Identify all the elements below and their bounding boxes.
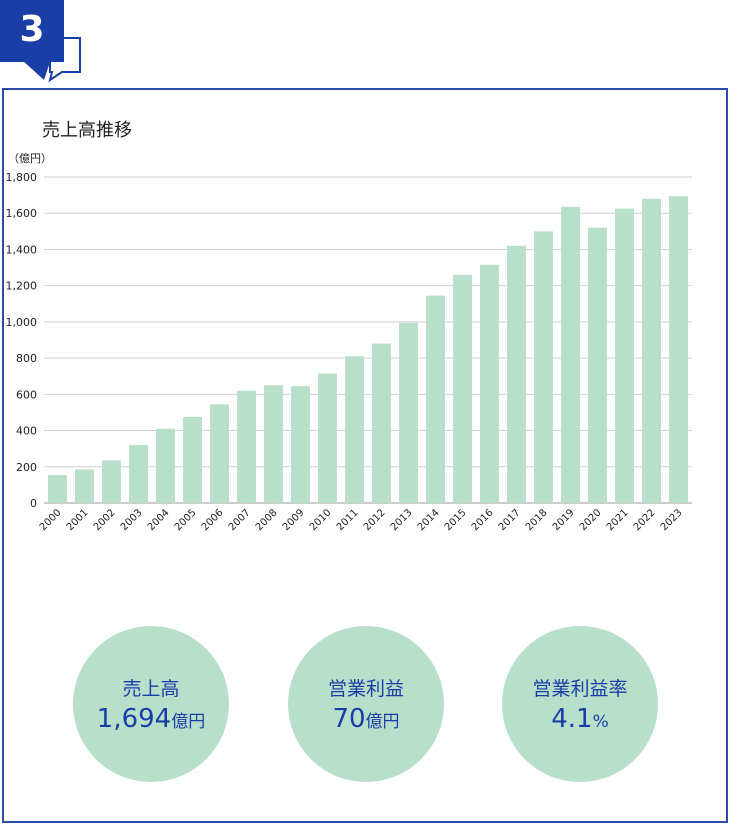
x-tick-label: 2014: [416, 507, 442, 533]
x-tick-label: 2008: [254, 507, 280, 533]
y-tick-label: 600: [16, 388, 37, 401]
x-tick-label: 2020: [578, 507, 604, 533]
summary-value: 4.1%: [551, 704, 609, 735]
bar: [372, 343, 391, 503]
y-tick-label: 200: [16, 461, 37, 474]
x-tick-label: 2002: [92, 507, 118, 533]
bar: [426, 295, 445, 503]
summary-circle-operating-margin: 営業利益率 4.1%: [502, 626, 658, 782]
x-tick-label: 2007: [227, 507, 253, 533]
bar: [453, 274, 472, 503]
bar: [669, 196, 688, 503]
x-tick-label: 2021: [605, 507, 631, 533]
summary-label: 営業利益: [327, 678, 404, 701]
summary-circle-operating-profit: 営業利益 70億円: [288, 626, 444, 782]
y-tick-label: 1,200: [6, 280, 38, 293]
summary-label: 営業利益率: [532, 678, 628, 701]
section-number-badge: 3: [0, 0, 64, 62]
x-tick-label: 2017: [497, 507, 523, 533]
bar: [534, 231, 553, 504]
x-tick-label: 2013: [389, 507, 415, 533]
x-tick-label: 2004: [146, 507, 172, 533]
summary-circle-sales: 売上高 1,694億円: [73, 626, 229, 782]
bar: [507, 245, 526, 504]
x-tick-label: 2018: [524, 507, 550, 533]
y-tick-label: 1,600: [6, 207, 38, 220]
bar: [480, 264, 499, 503]
bar: [75, 469, 94, 503]
x-tick-label: 2010: [308, 507, 334, 533]
x-tick-label: 2001: [65, 507, 91, 533]
x-tick-label: 2005: [173, 507, 199, 533]
x-tick-label: 2009: [281, 507, 307, 533]
bar: [102, 460, 121, 503]
x-tick-label: 2003: [119, 507, 145, 533]
bar: [264, 385, 283, 503]
y-tick-label: 1,400: [6, 243, 38, 256]
y-axis-unit-label: （億円）: [8, 152, 52, 165]
x-tick-label: 2012: [362, 507, 388, 533]
bar: [588, 227, 607, 503]
y-tick-label: 0: [30, 497, 37, 510]
bar: [183, 416, 202, 503]
chart-frame: [2, 88, 728, 823]
y-tick-label: 1,800: [6, 171, 38, 184]
y-tick-label: 800: [16, 352, 37, 365]
x-tick-label: 2000: [38, 507, 64, 533]
bar: [210, 404, 229, 503]
x-tick-label: 2023: [659, 507, 685, 533]
bar: [345, 356, 364, 503]
x-tick-label: 2019: [551, 507, 577, 533]
bar: [237, 390, 256, 503]
bar: [129, 445, 148, 503]
bar: [48, 474, 67, 503]
x-tick-label: 2006: [200, 507, 226, 533]
summary-value: 70億円: [332, 704, 400, 735]
summary-label: 売上高: [122, 678, 180, 701]
x-tick-label: 2011: [335, 507, 361, 533]
bar: [291, 386, 310, 503]
bar: [642, 198, 661, 503]
summary-value: 1,694億円: [96, 704, 206, 735]
bar: [561, 206, 580, 503]
y-tick-label: 400: [16, 425, 37, 438]
bar: [318, 373, 337, 503]
bar: [399, 322, 418, 503]
bar: [615, 208, 634, 503]
x-tick-label: 2016: [470, 507, 496, 533]
y-tick-label: 1,000: [6, 316, 38, 329]
x-tick-label: 2015: [443, 507, 469, 533]
bar-chart: 0 200 400 600 800 1,000 1,200 1,400 1,600 1,800 20…: [6, 171, 692, 533]
chart-title: 売上高推移: [42, 120, 132, 141]
x-tick-label: 2022: [632, 507, 658, 533]
bar: [156, 428, 175, 503]
